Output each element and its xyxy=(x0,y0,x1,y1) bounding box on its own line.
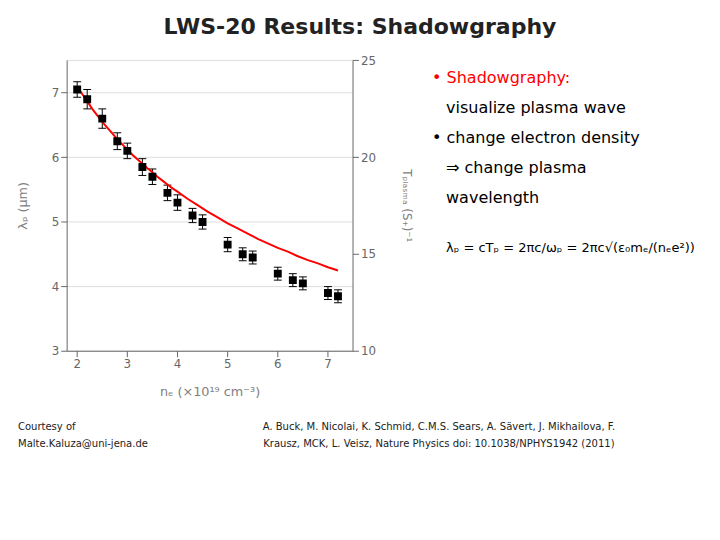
html-text:λₚ = cTₚ = 2πc/ωₚ = 2πc√(ε₀mₑ/: λₚ = cTₚ = 2πc/ωₚ = 2πc√(ε₀mₑ/(nₑe²)) xyxy=(446,240,695,255)
svg-text:5: 5 xyxy=(52,215,60,229)
svg-text:3: 3 xyxy=(124,357,132,371)
svg-text:20: 20 xyxy=(361,151,376,165)
html-text:Courtesy of: Courtesy of xyxy=(18,421,76,432)
svg-text:nₑ (×10¹⁹ cm⁻³): nₑ (×10¹⁹ cm⁻³) xyxy=(160,384,260,399)
html-text:• Shadowgraphy:: • Shadowgraphy: xyxy=(432,68,571,87)
svg-text:3: 3 xyxy=(52,344,60,358)
svg-text:7: 7 xyxy=(324,357,332,371)
html-text:Krausz, MCK, L. Veisz, Nature: Krausz, MCK, L. Veisz, Nature Physics do… xyxy=(263,438,615,449)
svg-text:6: 6 xyxy=(52,151,60,165)
svg-text:7: 7 xyxy=(52,86,60,100)
svg-text:5: 5 xyxy=(224,357,232,371)
svg-text:10: 10 xyxy=(361,344,376,358)
svg-text:4: 4 xyxy=(52,280,60,294)
html-text:Malte.Kaluza@uni-jena.de: Malte.Kaluza@uni-jena.de xyxy=(18,438,148,449)
svg-text:6: 6 xyxy=(274,357,282,371)
svg-text:25: 25 xyxy=(361,54,376,68)
svg-text:4: 4 xyxy=(174,357,182,371)
html-text:A. Buck, M. Nicolai, K. Schmid: A. Buck, M. Nicolai, K. Schmid, C.M.S. S… xyxy=(262,421,616,432)
html-text:visualize plasma wave: visualize plasma wave xyxy=(446,98,626,117)
html-text:⇒ change plasma: ⇒ change plasma xyxy=(446,158,587,177)
html-text:• change electron density: • change electron density xyxy=(432,128,640,147)
svg-text:Tₚₗₐₛₘₐ (S₊)⁻¹: Tₚₗₐₛₘₐ (S₊)⁻¹ xyxy=(400,168,414,242)
html-text:LWS-20 Results: Shadowgraphy: LWS-20 Results: Shadowgraphy xyxy=(163,14,557,39)
svg-text:15: 15 xyxy=(361,247,376,261)
svg-text:2: 2 xyxy=(73,357,81,371)
html-text:wavelength: wavelength xyxy=(446,188,540,207)
svg-text:λₚ (μm): λₚ (μm) xyxy=(15,182,30,230)
